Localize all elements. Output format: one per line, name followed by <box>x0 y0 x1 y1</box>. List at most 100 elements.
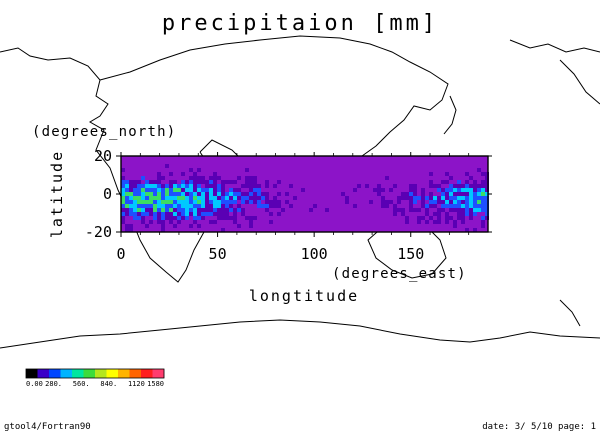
precip-cell <box>145 200 149 204</box>
precip-cell <box>429 204 433 208</box>
precip-cell <box>369 200 373 204</box>
precip-cell <box>177 220 181 224</box>
precip-cell <box>185 200 189 204</box>
precip-cell <box>409 208 413 212</box>
precip-cell <box>265 196 269 200</box>
precip-cell <box>181 180 185 184</box>
precip-cell <box>153 216 157 220</box>
precip-cell <box>465 212 469 216</box>
precip-cell <box>413 200 417 204</box>
precip-cell <box>149 220 153 224</box>
precip-cell <box>385 200 389 204</box>
precip-cell <box>137 196 141 200</box>
precip-cell <box>245 180 249 184</box>
precip-cell <box>133 184 137 188</box>
precip-cell <box>217 176 221 180</box>
precip-cell <box>185 212 189 216</box>
precip-cell <box>249 176 253 180</box>
y-tick-label: 0 <box>103 185 112 203</box>
precip-cell <box>121 208 125 212</box>
precip-cell <box>385 176 389 180</box>
precip-cell <box>265 180 269 184</box>
precip-cell <box>385 204 389 208</box>
precip-cell <box>177 184 181 188</box>
precip-cell <box>397 200 401 204</box>
precip-cell <box>437 212 441 216</box>
precip-cell <box>137 180 141 184</box>
precip-cell <box>221 184 225 188</box>
precip-cell <box>429 180 433 184</box>
precip-cell <box>229 180 233 184</box>
precip-cell <box>485 200 489 204</box>
precip-cell <box>145 184 149 188</box>
precip-cell <box>233 196 237 200</box>
precip-cell <box>233 180 237 184</box>
precip-cell <box>157 220 161 224</box>
precip-cell <box>481 216 485 220</box>
precip-cell <box>121 212 125 216</box>
precip-cell <box>129 180 133 184</box>
precip-cell <box>249 224 253 228</box>
precip-cell <box>381 204 385 208</box>
precip-cell <box>221 228 225 232</box>
precip-cell <box>157 216 161 220</box>
precip-cell <box>309 208 313 212</box>
precip-cell <box>141 184 145 188</box>
precip-cell <box>485 172 489 176</box>
precip-cell <box>481 200 485 204</box>
precip-cell <box>209 184 213 188</box>
precip-cell <box>481 208 485 212</box>
precip-cell <box>469 192 473 196</box>
precip-cell <box>261 204 265 208</box>
precip-cell <box>173 188 177 192</box>
precip-cell <box>421 200 425 204</box>
precip-cell <box>237 188 241 192</box>
precip-cell <box>165 216 169 220</box>
precip-cell <box>157 192 161 196</box>
precip-cell <box>161 184 165 188</box>
precip-cell <box>377 188 381 192</box>
precip-cell <box>221 192 225 196</box>
precip-cell <box>429 172 433 176</box>
precip-cell <box>145 208 149 212</box>
precip-cell <box>213 212 217 216</box>
precip-cell <box>153 184 157 188</box>
x-tick-label: 150 <box>397 245 424 263</box>
precip-cell <box>209 200 213 204</box>
precip-cell <box>141 220 145 224</box>
precip-cell <box>477 184 481 188</box>
precip-cell <box>281 208 285 212</box>
precip-cell <box>465 192 469 196</box>
colorbar-swatch <box>26 369 38 378</box>
precip-cell <box>253 184 257 188</box>
precip-cell <box>465 188 469 192</box>
colorbar-labels: 0.00 280. 560. 840. 1120 1580 <box>26 380 164 388</box>
precip-cell <box>393 204 397 208</box>
precip-cell <box>253 200 257 204</box>
precip-cell <box>197 184 201 188</box>
precip-cell <box>165 192 169 196</box>
colorbar-swatch <box>72 369 84 378</box>
precip-cell <box>129 228 133 232</box>
precip-cell <box>273 184 277 188</box>
precip-cell <box>173 204 177 208</box>
precip-cell <box>237 204 241 208</box>
precip-cell <box>213 176 217 180</box>
precip-cell <box>453 208 457 212</box>
precip-cell <box>437 196 441 200</box>
colorbar-label: 1120 <box>128 380 145 388</box>
precip-cell <box>125 180 129 184</box>
precip-cell <box>425 196 429 200</box>
precip-cell <box>433 220 437 224</box>
precip-cell <box>189 212 193 216</box>
precip-cell <box>133 196 137 200</box>
precip-cell <box>153 180 157 184</box>
precip-cell <box>193 184 197 188</box>
precip-cell <box>433 200 437 204</box>
precip-cell <box>177 200 181 204</box>
precip-cell <box>201 208 205 212</box>
precip-cell <box>217 196 221 200</box>
precip-cell <box>161 200 165 204</box>
precip-cell <box>201 188 205 192</box>
precip-cell <box>161 220 165 224</box>
